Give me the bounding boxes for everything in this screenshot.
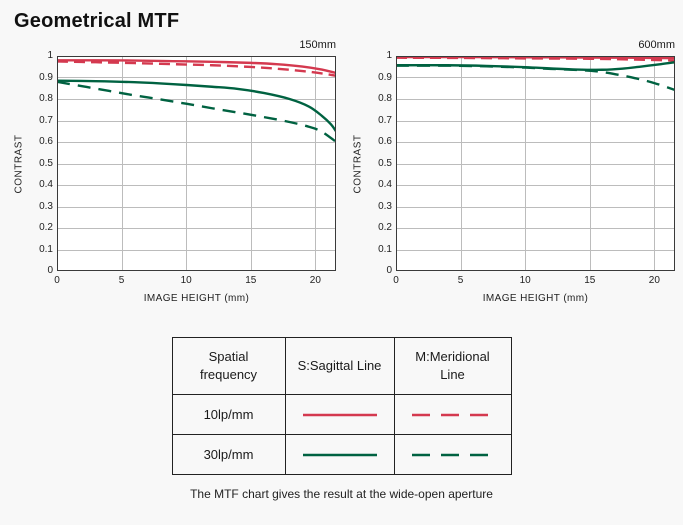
frequency-label: 10lp/mm <box>171 394 286 435</box>
y-tick-label: 0.9 <box>378 71 392 83</box>
solid-line-swatch <box>302 413 377 416</box>
y-axis-label: CONTRAST <box>352 134 364 193</box>
y-tick-label: 0.6 <box>39 136 53 147</box>
y-tick-label: 0.7 <box>39 114 53 126</box>
mtf-plot-svg-150mm <box>57 56 336 271</box>
x-tick-label: 15 <box>245 275 257 286</box>
y-tick-label: 0.4 <box>39 179 53 190</box>
y-tick-label: 0.1 <box>39 243 53 255</box>
legend-table: Spatial frequency S:Sagittal Line M:Meri… <box>171 337 512 475</box>
mtf-chart-150mm: 150mm CONTRAST 0 0.1 0.2 0.3 0.4 0.5 0.6 0.7 0.8… <box>12 38 336 304</box>
x-tick-label: 15 <box>584 275 596 286</box>
x-tick-label: 0 <box>54 275 60 286</box>
x-tick-label: 5 <box>118 275 125 286</box>
y-tick-label: 0.8 <box>378 93 392 104</box>
legend-row-30lpmm: 30lp/mm <box>171 434 512 475</box>
y-tick-label: 0.5 <box>39 157 53 169</box>
y-tick-label: 1 <box>47 50 53 61</box>
charts-row: 150mm CONTRAST 0 0.1 0.2 0.3 0.4 0.5 0.6 0.7 0.8… <box>0 38 683 304</box>
x-tick-label: 10 <box>519 275 531 286</box>
x-tick-label: 10 <box>180 275 192 286</box>
x-tick-label: 20 <box>309 275 321 286</box>
legend-header-row: Spatial frequency S:Sagittal Line M:Meri… <box>171 337 512 395</box>
y-tick-label: 0.9 <box>39 71 53 83</box>
y-tick-label: 0.3 <box>39 200 53 212</box>
legend-row-10lpmm: 10lp/mm <box>171 394 512 435</box>
y-tick-label: 0.8 <box>39 93 53 104</box>
y-tick-label: 0.4 <box>378 179 392 190</box>
x-axis-label: IMAGE HEIGHT (mm) <box>143 293 250 304</box>
y-axis-label: CONTRAST <box>13 134 25 193</box>
plot-area-150mm: CONTRAST 0 0.1 0.2 0.3 0.4 0.5 0.6 0.7 0.8 0.9 1 0 5… <box>14 50 336 286</box>
header-meridional: M:Meridional Line <box>393 337 512 395</box>
y-tick-label: 0.7 <box>378 114 392 126</box>
solid-line-swatch <box>302 453 377 456</box>
header-spatial-frequency: Spatial frequency <box>171 337 286 395</box>
plot-area-600mm: CONTRAST 0 0.1 0.2 0.3 0.4 0.5 0.6 0.7 0.8 0.9 1 0 5… <box>353 50 675 286</box>
y-tick-label: 0.3 <box>378 200 392 212</box>
page-title: Geometrical MTF <box>14 10 180 32</box>
y-tick-label: 0.2 <box>378 222 392 233</box>
header-sagittal: S:Sagittal Line <box>284 337 395 395</box>
y-tick-label: 0.2 <box>39 222 53 233</box>
x-tick-label: 5 <box>457 275 464 286</box>
dashed-line-swatch <box>411 453 494 456</box>
y-tick-label: 0 <box>47 265 53 276</box>
focal-length-label-150mm: 150mm <box>299 39 336 51</box>
bottom-caption: The MTF chart gives the result at the wi… <box>190 487 493 501</box>
y-tick-label: 0.6 <box>378 136 392 147</box>
y-tick-label: 0.1 <box>378 243 392 255</box>
x-tick-label: 20 <box>648 275 660 286</box>
y-tick-label: 0 <box>386 265 392 276</box>
y-tick-label: 1 <box>386 50 392 61</box>
mtf-chart-600mm: 600mm CONTRAST 0 0.1 0.2 0.3 0.4 0.5 0.6 0.7 0.8… <box>351 38 675 304</box>
y-tick-label: 0.5 <box>378 157 392 169</box>
x-axis-label: IMAGE HEIGHT (mm) <box>482 293 589 304</box>
frequency-label: 30lp/mm <box>171 434 286 475</box>
mtf-plot-svg-600mm <box>396 56 675 271</box>
focal-length-label-600mm: 600mm <box>638 39 675 51</box>
dashed-line-swatch <box>411 413 494 416</box>
x-tick-label: 0 <box>393 275 399 286</box>
